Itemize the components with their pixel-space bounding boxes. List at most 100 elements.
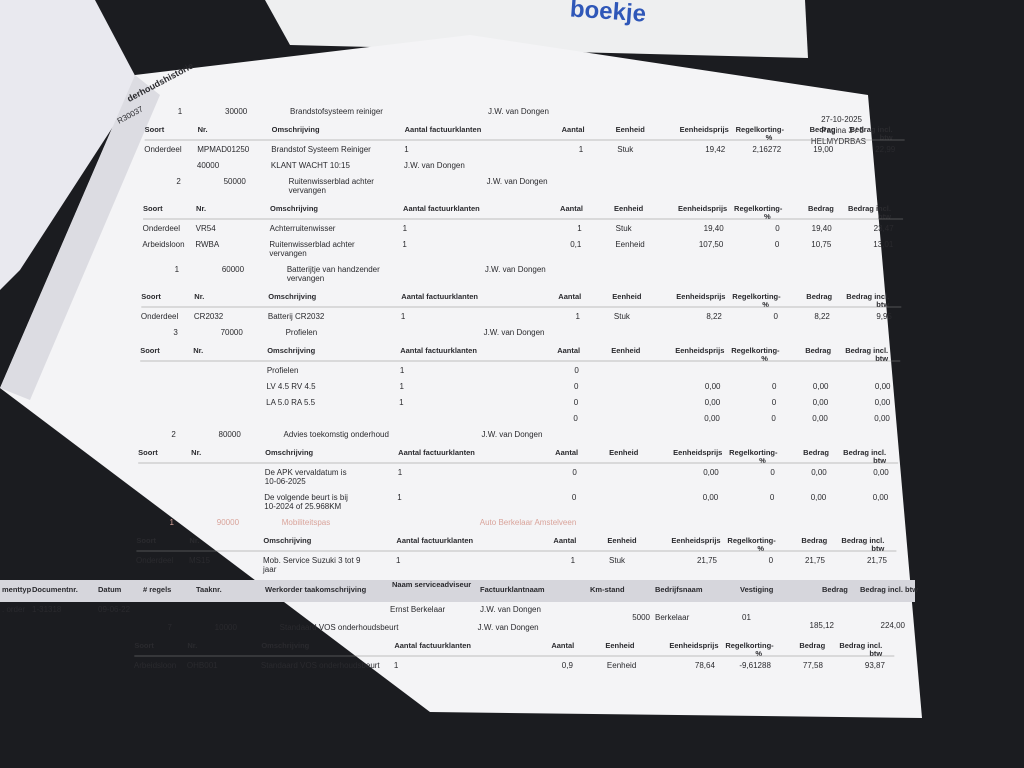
cell: 1: [577, 224, 582, 233]
job-line: 1: [175, 265, 180, 274]
description: Ruitenwisserblad achter vervangen: [269, 240, 355, 258]
column-header: Eenheidsprijs: [669, 641, 718, 650]
job-description: Mobiliteitspas: [282, 518, 330, 527]
cell: 40000: [197, 161, 220, 170]
column-header: Bedrag: [810, 125, 836, 134]
cell: 22,99: [875, 145, 896, 154]
column-header: Bedrag: [803, 448, 829, 457]
order-cell: 01: [742, 613, 751, 622]
order-column-header: Bedrag: [822, 585, 848, 594]
cell: 77,58: [803, 661, 824, 670]
column-header: Eenheid: [616, 125, 646, 134]
cell: 0,00: [704, 414, 720, 423]
cell: Onderdeel: [141, 312, 179, 321]
column-header: Eenheid: [609, 448, 639, 457]
column-header: Bedrag incl. btw: [845, 346, 888, 363]
column-header: Aantal factuurklanten: [396, 536, 473, 545]
column-header: Eenheid: [612, 292, 642, 301]
column-header: Soort: [141, 292, 161, 301]
column-header: Omschrijving: [270, 204, 318, 213]
cell: 0: [572, 493, 577, 502]
cell: 1: [394, 661, 399, 670]
cell: 0: [771, 414, 776, 423]
cell: 21,75: [867, 556, 888, 565]
column-header: Eenheidsprijs: [671, 536, 720, 545]
job-task: 30000: [225, 107, 248, 116]
cell: Stuk: [609, 556, 626, 565]
cell: Eenheid: [615, 240, 644, 249]
column-header: Omschrijving: [263, 536, 311, 545]
cell: J.W. van Dongen: [404, 161, 465, 170]
order-column-header: Naam serviceadviseur: [392, 580, 471, 589]
column-header: Aantal: [551, 641, 574, 650]
order-header-band: [0, 580, 915, 602]
column-header: Bedrag: [806, 292, 832, 301]
cell: 0,00: [813, 382, 829, 391]
job-customer: J.W. van Dongen: [485, 265, 546, 274]
cell: 1: [396, 556, 401, 565]
cell: 0: [770, 468, 775, 477]
description: De APK vervaldatum is 10-06-2025: [265, 468, 347, 486]
description: Mob. Service Suzuki 3 tot 9 jaar: [262, 556, 361, 574]
column-header: Aantal factuurklanten: [394, 641, 471, 650]
column-header: Nr.: [191, 448, 201, 457]
cell: 0,9: [562, 661, 574, 670]
job-customer: Auto Berkelaar Amstelveen: [480, 518, 577, 527]
order-cell: Ernst Berkelaar: [390, 605, 445, 614]
cell: Stuk: [616, 224, 633, 233]
column-header: Omschrijving: [265, 448, 313, 457]
cell: Onderdeel: [144, 145, 182, 154]
print-date: 27-10-2025: [821, 115, 862, 124]
job-line: 1: [170, 518, 175, 527]
cell: RWBA: [195, 240, 220, 249]
order-column-header: # regels: [143, 585, 171, 594]
description: LA 5.0 RA 5.5: [266, 398, 315, 407]
cell: 2,16272: [752, 145, 781, 154]
cell: 19,40: [704, 224, 725, 233]
column-header: Nr.: [193, 346, 203, 355]
order-column-header: Km-stand: [590, 585, 625, 594]
cell: MS15: [189, 556, 210, 565]
cell: 0,00: [811, 493, 827, 502]
order-cell: Berkelaar: [655, 613, 690, 622]
cell: 107,50: [699, 240, 724, 249]
column-header: Bedrag: [801, 536, 827, 545]
page-number: Pagina 3 / 5: [821, 126, 864, 135]
order-column-header: menttyp: [2, 585, 32, 594]
description: KLANT WACHT 10:15: [271, 161, 351, 170]
order-cell: 224,00: [881, 621, 906, 630]
column-header: Bedrag: [805, 346, 831, 355]
table: 1 30000 Brandstofsysteem reiniger J.W. van …: [0, 107, 918, 670]
cell: 1: [399, 398, 404, 407]
order-column-header: Taaknr.: [196, 585, 222, 594]
cell: 19,00: [813, 145, 834, 154]
paper-fold: [0, 75, 160, 400]
column-header: Regelkorting-%: [731, 346, 780, 363]
cell: 0,00: [875, 382, 891, 391]
cell: 1: [404, 145, 409, 154]
column-header: Nr.: [194, 292, 204, 301]
cell: Onderdeel: [136, 556, 174, 565]
column-header: Soort: [134, 641, 154, 650]
order-cell: 09-06-22: [98, 605, 131, 614]
column-header: Bedrag incl. btw: [846, 292, 889, 309]
column-header: Soort: [140, 346, 160, 355]
cell: 0,00: [703, 493, 719, 502]
column-header: Aantal factuurklanten: [401, 292, 478, 301]
column-header: Aantal: [553, 536, 576, 545]
order-column-header: Bedrijfsnaam: [655, 585, 703, 594]
column-header: Eenheid: [611, 346, 641, 355]
cell: 0: [574, 382, 579, 391]
cell: 0,00: [703, 468, 719, 477]
cell: 0: [775, 240, 780, 249]
column-header: Aantal factuurklanten: [405, 125, 482, 134]
cell: 0: [772, 398, 777, 407]
cell: 1: [575, 312, 580, 321]
cell: 93,87: [865, 661, 886, 670]
column-header: Eenheidsprijs: [675, 346, 724, 355]
column-header: Regelkorting-%: [729, 448, 778, 465]
column-header: Eenheidsprijs: [673, 448, 722, 457]
description: De volgende beurt is bij 10-2024 of 25.96…: [264, 493, 348, 511]
description: Ruitenwisserblad achter vervangen: [289, 177, 375, 195]
